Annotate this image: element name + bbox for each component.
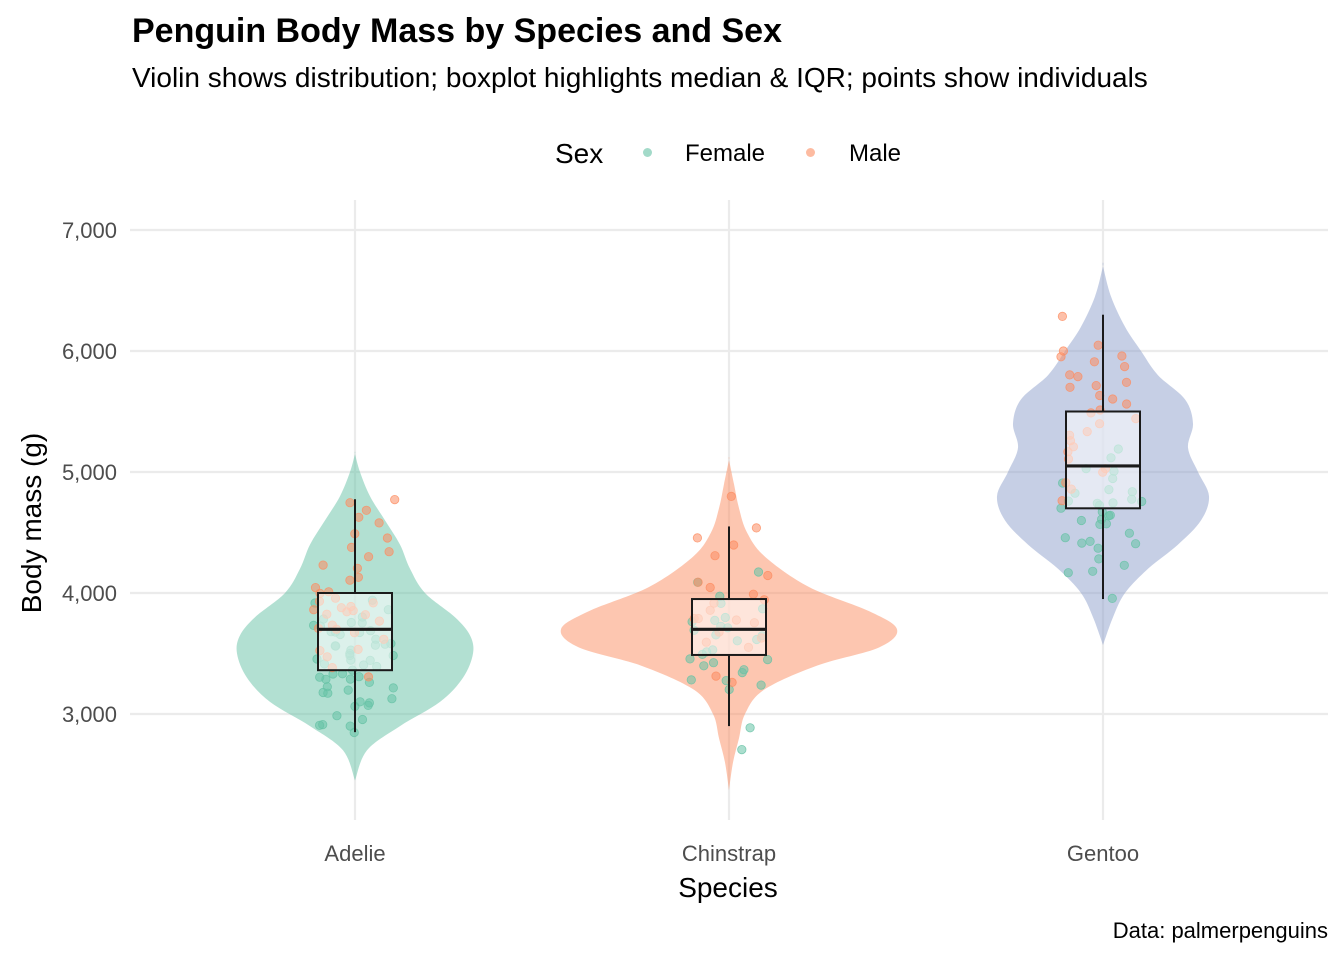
point-chinstrap-male: [748, 589, 759, 599]
point-chinstrap-male: [705, 582, 715, 593]
point-adelie-male: [309, 605, 319, 615]
point-gentoo-male: [1089, 357, 1100, 367]
point-chinstrap-male: [710, 551, 720, 561]
point-gentoo-female: [1105, 510, 1115, 520]
point-adelie-female: [345, 721, 355, 731]
x-tick-labels: Adelie Chinstrap Gentoo: [324, 841, 1139, 866]
point-adelie-female: [343, 685, 353, 695]
legend: Sex Female Male: [0, 138, 1344, 172]
caption: Data: palmerpenguins: [1112, 918, 1328, 943]
point-chinstrap-male: [751, 523, 762, 533]
legend-label-male: Male: [849, 140, 902, 167]
point-chinstrap-female: [699, 661, 709, 671]
y-tick-label: 6,000: [62, 339, 117, 364]
point-adelie-female: [315, 672, 325, 682]
point-adelie-female: [355, 697, 365, 707]
point-adelie-female: [332, 711, 342, 721]
point-chinstrap-female: [739, 665, 749, 675]
point-chinstrap-female: [737, 744, 747, 755]
point-chinstrap-male: [763, 570, 773, 581]
point-chinstrap-male: [693, 577, 703, 587]
point-adelie-female: [354, 672, 364, 682]
point-adelie-male: [374, 518, 384, 528]
point-chinstrap-male: [692, 533, 703, 543]
point-gentoo-male: [1057, 311, 1068, 321]
legend-title: Sex: [555, 138, 604, 169]
legend-label-female: Female: [685, 140, 766, 167]
point-chinstrap-female: [753, 567, 764, 577]
x-tick-label: Gentoo: [1067, 841, 1139, 866]
point-gentoo-male: [1117, 351, 1127, 361]
point-gentoo-male: [1073, 371, 1083, 382]
point-gentoo-female: [1063, 568, 1073, 578]
point-adelie-male: [361, 505, 371, 515]
x-tick-label: Chinstrap: [682, 841, 776, 866]
point-gentoo-female: [1076, 515, 1087, 526]
y-axis-label: Body mass (g): [16, 433, 47, 614]
point-gentoo-female: [1056, 503, 1066, 513]
point-adelie-female: [322, 682, 332, 692]
boxplots: [317, 314, 1141, 733]
point-adelie-female: [357, 714, 368, 725]
point-gentoo-male: [1121, 377, 1132, 387]
x-tick-label: Adelie: [324, 841, 385, 866]
point-adelie-male: [345, 575, 355, 585]
point-gentoo-male: [1122, 399, 1132, 409]
x-axis-label: Species: [678, 872, 778, 903]
chart-subtitle: Violin shows distribution; boxplot highl…: [132, 62, 1148, 93]
point-gentoo-female: [1060, 533, 1070, 543]
legend-swatch-female: [643, 148, 652, 157]
point-gentoo-female: [1119, 560, 1129, 570]
point-chinstrap-male: [711, 671, 721, 681]
point-adelie-male: [363, 552, 374, 562]
box-iqr: [691, 598, 767, 656]
point-gentoo-male: [1120, 361, 1130, 372]
box-iqr: [317, 592, 393, 672]
point-adelie-male: [382, 533, 392, 543]
y-tick-label: 7,000: [62, 218, 117, 243]
point-adelie-male: [318, 560, 328, 570]
y-tick-label: 4,000: [62, 581, 117, 606]
point-chinstrap-female: [756, 680, 766, 690]
y-tick-labels: 3,000 4,000 5,000 6,000 7,000: [62, 218, 117, 727]
point-gentoo-female: [1093, 543, 1103, 553]
point-gentoo-male: [1108, 394, 1118, 404]
point-adelie-female: [364, 698, 374, 708]
y-tick-label: 5,000: [62, 460, 117, 485]
point-gentoo-female: [1085, 536, 1095, 547]
legend-swatch-male: [806, 148, 815, 157]
y-tick-label: 3,000: [62, 702, 117, 727]
box-iqr: [1065, 410, 1141, 510]
point-gentoo-female: [1077, 538, 1087, 548]
point-gentoo-male: [1065, 382, 1075, 392]
point-gentoo-female: [1107, 593, 1117, 604]
point-adelie-male: [390, 494, 400, 505]
point-gentoo-female: [1131, 539, 1141, 549]
point-adelie-male: [363, 672, 374, 682]
point-adelie-male: [345, 498, 355, 508]
point-chinstrap-female: [686, 675, 696, 685]
point-adelie-female: [345, 674, 355, 684]
point-adelie-female: [388, 683, 398, 693]
point-gentoo-male: [1065, 370, 1075, 380]
point-gentoo-male: [1058, 346, 1069, 356]
point-chinstrap-female: [745, 723, 755, 733]
point-chinstrap-male: [726, 491, 736, 501]
point-chinstrap-female: [685, 654, 695, 664]
point-chinstrap-male: [729, 540, 739, 550]
point-gentoo-female: [1088, 566, 1098, 576]
violins: [236, 262, 1210, 791]
point-adelie-male: [384, 547, 394, 557]
point-gentoo-male: [1091, 380, 1101, 391]
point-adelie-male: [310, 582, 321, 593]
chart-title: Penguin Body Mass by Species and Sex: [132, 12, 782, 50]
point-chinstrap-female: [708, 658, 719, 668]
point-adelie-female: [314, 720, 325, 730]
point-gentoo-female: [1094, 554, 1104, 564]
point-chinstrap-female: [762, 654, 773, 665]
point-adelie-female: [387, 694, 397, 704]
point-gentoo-female: [1124, 528, 1135, 538]
point-gentoo-male: [1093, 340, 1103, 350]
